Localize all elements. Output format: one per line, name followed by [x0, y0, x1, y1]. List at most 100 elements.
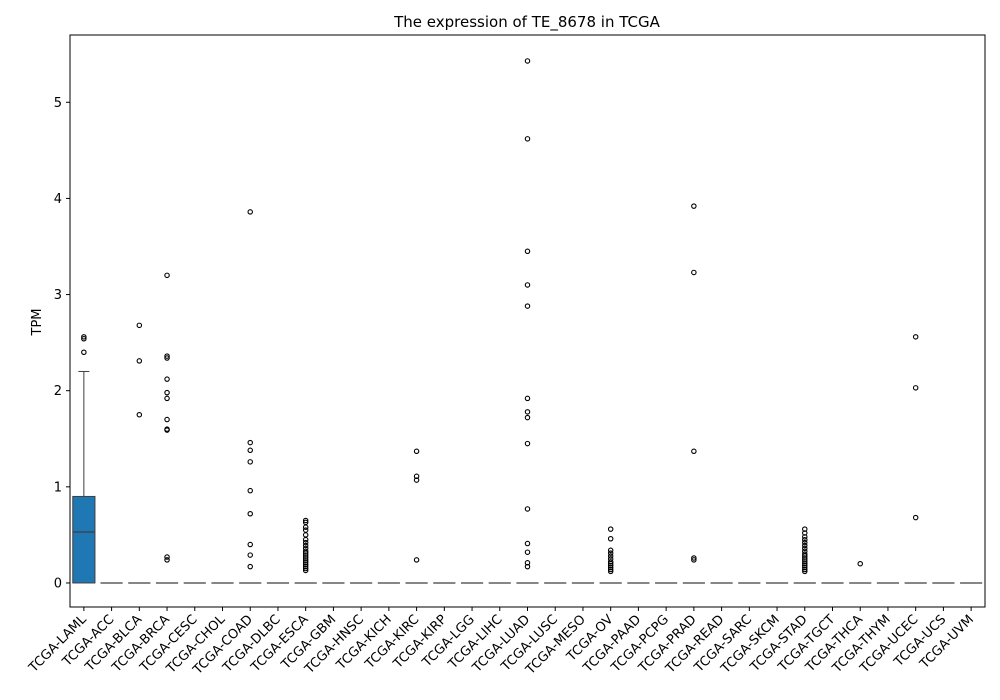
outlier-point: [912, 385, 919, 391]
outlier-point: [81, 334, 87, 340]
outlier-point: [524, 549, 531, 555]
outlier-point: [802, 557, 808, 563]
outlier-point: [802, 562, 808, 569]
outlier-point: [802, 548, 808, 554]
outlier-point: [164, 389, 170, 396]
outlier-point: [857, 560, 863, 567]
plot-frame: [69, 34, 986, 608]
outlier-point: [607, 553, 614, 559]
outlier-point: [302, 527, 309, 533]
outlier-point: [247, 563, 253, 570]
outlier-point: [912, 334, 919, 340]
y-tick-label: 5: [54, 96, 62, 111]
outlier-point: [247, 541, 253, 548]
outlier-point: [802, 559, 808, 565]
outlier-point: [413, 477, 420, 483]
outlier-point: [81, 336, 87, 342]
outlier-point: [802, 530, 808, 536]
outlier-point: [524, 248, 531, 255]
outlier-point: [247, 459, 253, 465]
outlier-point: [302, 524, 309, 530]
outlier-point: [524, 506, 531, 512]
outlier-point: [607, 526, 614, 532]
outlier-point: [247, 439, 253, 446]
outlier-point: [802, 566, 808, 573]
outlier-point: [607, 568, 614, 575]
outlier-point: [524, 303, 531, 309]
outlier-point: [164, 557, 170, 563]
outlier-point: [607, 562, 614, 569]
outlier-point: [524, 395, 531, 402]
outlier-point: [524, 282, 531, 288]
outlier-point: [802, 534, 808, 540]
outlier-point: [247, 552, 253, 558]
outlier-point: [607, 550, 614, 556]
outlier-point: [302, 563, 309, 570]
outlier-point: [691, 555, 697, 561]
outlier-point: [802, 568, 808, 575]
outlier-point: [302, 517, 309, 524]
outlier-point: [607, 566, 614, 573]
outlier-point: [136, 358, 143, 364]
box: [72, 495, 96, 584]
outlier-point: [164, 376, 170, 382]
outlier-point: [247, 487, 253, 494]
outlier-point: [164, 395, 170, 402]
outlier-point: [164, 416, 170, 423]
outlier-point: [247, 209, 253, 215]
outlier-point: [302, 548, 309, 554]
outlier-point: [607, 556, 614, 562]
outlier-point: [302, 560, 309, 566]
outlier-point: [302, 561, 309, 568]
outlier-point: [524, 58, 531, 64]
outlier-point: [81, 349, 87, 355]
outlier-point: [802, 555, 808, 561]
outlier-point: [164, 355, 170, 361]
outlier-point: [802, 551, 808, 557]
outlier-point: [524, 540, 531, 547]
y-tick-label: 2: [54, 384, 62, 399]
outlier-point: [302, 565, 309, 572]
y-tick-label: 3: [54, 288, 62, 303]
y-axis-label: TPM: [30, 309, 45, 337]
outlier-point: [164, 272, 170, 279]
outlier-point: [302, 554, 309, 560]
outlier-point: [164, 554, 170, 560]
outlier-point: [607, 535, 614, 542]
outlier-point: [691, 269, 697, 276]
outlier-point: [302, 567, 309, 574]
outlier-point: [302, 545, 309, 552]
outlier-point: [136, 322, 143, 329]
outlier-point: [802, 539, 808, 546]
outlier-point: [164, 426, 170, 432]
outlier-point: [802, 526, 808, 532]
outlier-point: [524, 440, 531, 447]
outlier-point: [524, 560, 531, 566]
outlier-point: [524, 409, 531, 415]
outlier-point: [802, 560, 808, 567]
y-tick-label: 1: [54, 480, 62, 495]
outlier-point: [302, 552, 309, 558]
outlier-point: [802, 536, 808, 543]
outlier-point: [302, 556, 309, 562]
outlier-point: [247, 510, 253, 517]
outlier-point: [691, 203, 697, 209]
y-tick-label: 4: [54, 192, 62, 207]
plot-area: 012345TCGA-LAMLTCGA-ACCTCGA-BLCATCGA-BRC…: [26, 58, 983, 678]
outlier-point: [302, 532, 309, 538]
outlier-point: [247, 447, 253, 454]
outlier-point: [802, 542, 808, 549]
chart-title: The expression of TE_8678 in TCGA: [393, 13, 660, 32]
outlier-point: [302, 558, 309, 564]
outlier-point: [524, 136, 531, 142]
outlier-point: [912, 514, 919, 521]
outlier-point: [136, 411, 143, 418]
outlier-point: [413, 473, 420, 480]
outlier-point: [524, 563, 531, 570]
outlier-point: [302, 539, 309, 546]
outlier-point: [691, 557, 697, 563]
outlier-point: [524, 414, 531, 421]
outlier-point: [802, 545, 808, 552]
outlier-point: [691, 448, 697, 455]
